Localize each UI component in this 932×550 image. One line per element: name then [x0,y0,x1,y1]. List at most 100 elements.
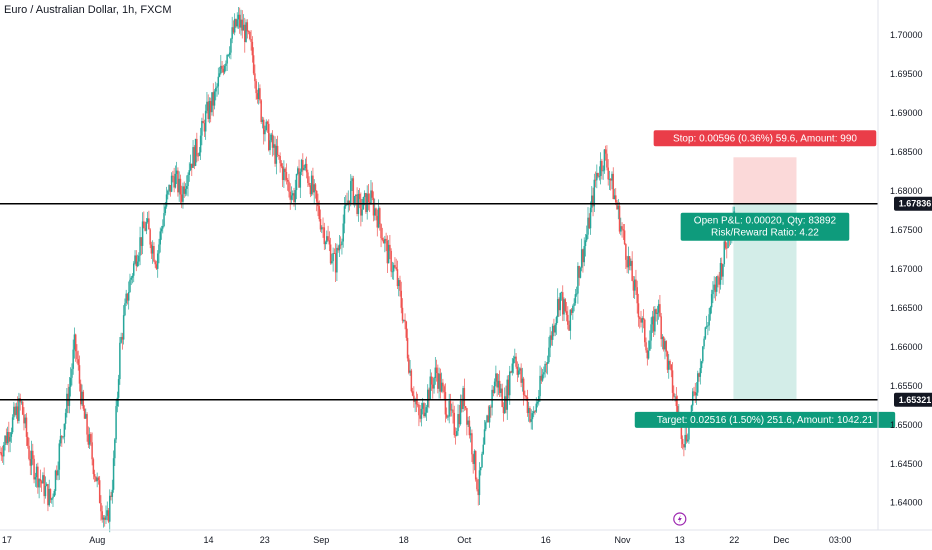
candle-body [477,489,479,496]
candle-body [611,173,613,181]
candle-body [158,244,160,254]
candle-body [177,170,179,193]
candle-body [579,267,582,278]
candle-body [448,400,450,417]
candle-body [252,55,255,74]
candle-body [596,172,598,181]
candle-body [102,517,105,520]
candle-body [222,68,225,73]
candle-body [331,261,333,264]
candle-body [428,389,430,400]
candle-body [473,450,476,465]
stop-label[interactable]: Stop: 0.00596 (0.36%) 59.6, Amount: 990 [653,130,877,147]
candle-body [413,395,415,402]
candle-body [310,175,313,195]
pnl-label[interactable]: Open P&L: 0.00020, Qty: 83892Risk/Reward… [680,212,850,241]
candle-body [496,373,498,388]
y-tick-label: 1.66500 [890,303,923,313]
candle-body [103,517,106,520]
candle-body [447,416,449,418]
candle-body [221,65,223,69]
candle-body [112,458,115,490]
candle-body [636,287,638,304]
event-marker-icon[interactable] [673,512,687,526]
candle-body [353,196,356,204]
candle-body [24,417,26,424]
candle-body [3,445,5,457]
candle-body [280,163,283,167]
candle-body [423,403,425,417]
candle-body [120,336,122,343]
candle-body [327,236,329,241]
candle-body [124,303,126,316]
candle-body [492,389,495,393]
candle-body [481,453,483,468]
candle-body [415,400,418,405]
candle-body [328,240,331,245]
candle-body [256,93,259,99]
candle-body [560,292,563,294]
candle-body [443,386,445,393]
candle-body [608,178,611,180]
candle-body [191,163,193,168]
candle-body [514,356,516,359]
candle-body [16,406,19,421]
x-tick-label: Dec [773,535,790,545]
stop-label-text: Stop: 0.00596 (0.36%) 59.6, Amount: 990 [673,133,857,144]
candle-body [434,367,437,379]
candle-body [704,327,707,339]
candle-body [691,391,694,406]
candle-body [686,439,689,442]
candle-body [483,429,486,445]
candle-body [297,168,299,174]
candle-body [471,433,473,455]
candle-body [712,289,714,295]
candle-body [339,244,342,246]
candle-body [218,73,221,77]
candle-body [288,181,290,192]
candle-body [76,351,78,360]
candle-body [217,76,220,87]
candle-body [4,435,6,446]
stop-loss-zone[interactable] [733,157,797,204]
candle-body [255,81,257,94]
candle-body [61,435,63,438]
target-label[interactable]: Target: 0.02516 (1.50%) 251.6, Amount: 1… [634,411,896,428]
candle-body [240,19,242,28]
candle-body [565,311,568,315]
candle-body [502,407,505,414]
pnl-label-bg [680,212,850,241]
candle-body [505,396,507,410]
candle-body [178,178,180,193]
candle-body [635,279,637,288]
candle-body [254,73,256,82]
candle-body [617,205,620,210]
candle-body [73,334,76,350]
candle-body [270,134,273,141]
candle-body [459,400,462,425]
candle-body [625,244,627,260]
candle-body [551,325,554,340]
candle-body [141,221,144,246]
candle-body [435,367,438,373]
candle-body [399,280,401,291]
candle-body [144,228,146,231]
candle-body [242,24,245,31]
candle-body [358,193,361,199]
candle-body [582,249,584,263]
candle-body [93,474,96,477]
candle-body [598,175,601,177]
candle-body [37,466,39,488]
candle-body [644,319,646,343]
candle-body [486,415,488,423]
candle-body [6,432,9,444]
candle-body [269,140,271,151]
candle-body [220,65,222,74]
candle-body [529,408,531,422]
candle-body [674,396,676,398]
candle-body [515,356,517,367]
candle-body [573,303,575,306]
candle-body [332,253,334,262]
